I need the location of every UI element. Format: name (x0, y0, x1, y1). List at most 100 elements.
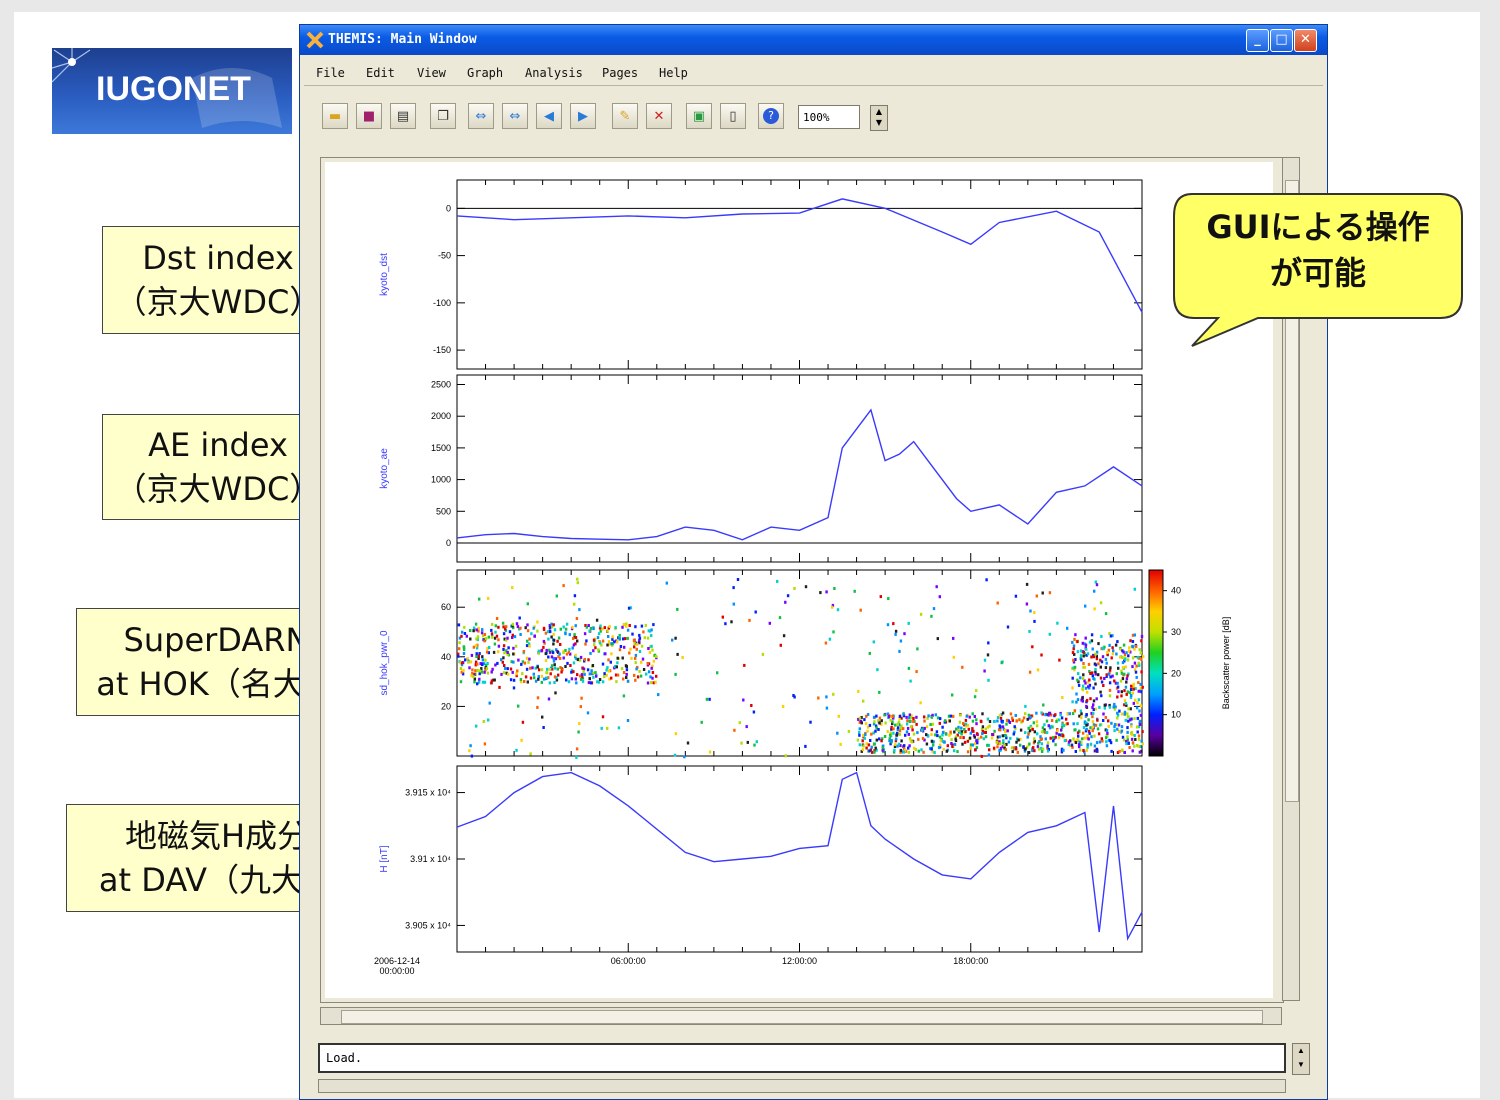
heatmap-cell (1079, 709, 1083, 713)
heatmap-cell (591, 664, 595, 667)
horizontal-scrollbar[interactable] (320, 1007, 1282, 1025)
heatmap-cell (603, 672, 606, 676)
heatmap-cell (1117, 666, 1120, 670)
heatmap-cell (1023, 749, 1027, 753)
status-console[interactable]: Load. (318, 1043, 1286, 1073)
heatmap-cell (932, 607, 936, 611)
heatmap-cell (1138, 721, 1141, 725)
minimize-button[interactable]: _ (1246, 29, 1269, 52)
heatmap-cell (629, 606, 633, 610)
shrink-icon[interactable]: ⇔ (502, 103, 528, 129)
blank-page-icon[interactable]: ▯ (720, 103, 746, 129)
heatmap-cell (894, 739, 898, 743)
vertical-scroll-thumb[interactable] (1285, 180, 1299, 802)
heatmap-cell (966, 739, 970, 743)
menu-analysis[interactable]: Analysis (525, 66, 583, 80)
heatmap-cell (512, 660, 515, 664)
heatmap-cell (576, 577, 579, 581)
heatmap-cell (572, 636, 575, 640)
vertical-scrollbar[interactable] (1282, 157, 1300, 1001)
heatmap-cell (547, 697, 551, 701)
heatmap-cell (900, 716, 903, 720)
zoom-stepper[interactable]: ▲ ▼ (870, 105, 888, 131)
heatmap-cell (871, 750, 874, 754)
print-icon[interactable]: ▤ (390, 103, 416, 129)
menu-pages[interactable]: Pages (602, 66, 639, 80)
menu-file[interactable]: File (316, 66, 345, 80)
heatmap-cell (964, 722, 968, 726)
menu-help[interactable]: Help (659, 66, 688, 80)
heatmap-cell (868, 749, 871, 753)
menu-graph[interactable]: Graph (467, 66, 504, 80)
heatmap-cell (832, 630, 835, 634)
heatmap-cell (879, 595, 882, 599)
horizontal-scroll-thumb[interactable] (341, 1010, 1263, 1024)
forward-arrow-icon[interactable]: ▶ (570, 103, 596, 129)
heatmap-cell (1096, 718, 1099, 722)
help-icon[interactable]: ? (758, 103, 784, 129)
heatmap-cell (898, 714, 902, 718)
heatmap-cell (956, 733, 959, 737)
notes-icon[interactable]: ✎ (612, 103, 638, 129)
status-scroll-stepper[interactable]: ▲ ▼ (1292, 1043, 1310, 1075)
heatmap-cell (484, 658, 487, 662)
heatmap-cell (566, 661, 569, 665)
heatmap-cell (1092, 703, 1095, 707)
heatmap-cell (895, 737, 898, 741)
heatmap-cell (935, 585, 938, 589)
heatmap-cell (1115, 672, 1118, 676)
heatmap-cell (1071, 651, 1075, 655)
heatmap-cell (959, 736, 962, 739)
heatmap-cell (779, 643, 782, 647)
heatmap-cell (894, 723, 897, 727)
heatmap-cell (604, 652, 607, 656)
copy-icon[interactable]: ❐ (430, 103, 456, 129)
heatmap-cell (1094, 652, 1097, 656)
back-arrow-icon[interactable]: ◀ (536, 103, 562, 129)
heatmap-cell (1100, 680, 1104, 684)
close-button[interactable]: ✕ (1294, 29, 1317, 52)
heatmap-cell (488, 701, 491, 705)
heatmap-cell (1015, 747, 1018, 751)
heatmap-cell (1086, 734, 1089, 738)
heatmap-cell (1039, 738, 1042, 741)
heatmap-cell (622, 671, 626, 674)
heatmap-cell (930, 747, 933, 751)
status-horizontal-scrollbar[interactable] (318, 1079, 1286, 1093)
menu-view[interactable]: View (417, 66, 446, 80)
heatmap-cell (542, 639, 546, 643)
heatmap-cell (550, 664, 554, 668)
heatmap-cell (1118, 709, 1121, 713)
heatmap-cell (867, 743, 871, 747)
heatmap-cell (934, 713, 937, 717)
layout-icon[interactable]: ▣ (686, 103, 712, 129)
heatmap-cell (525, 667, 529, 671)
heatmap-cell (909, 739, 912, 743)
expand-icon[interactable]: ⇔ (468, 103, 494, 129)
window-titlebar[interactable]: THEMIS: Main Window _ □ ✕ (300, 25, 1327, 55)
open-folder-icon[interactable]: ▬ (322, 103, 348, 129)
heatmap-cell (476, 682, 479, 686)
heatmap-cell (625, 676, 628, 679)
heatmap-cell (1126, 712, 1129, 716)
heatmap-cell (900, 739, 903, 743)
heatmap-cell (1114, 681, 1118, 685)
heatmap-cell (1059, 713, 1062, 717)
heatmap-cell (1130, 717, 1133, 721)
heatmap-cell (1116, 713, 1120, 717)
plot-canvas[interactable]: 0 -50 -100 -150 kyoto_dst 2500 2000 1500 1000 500… (325, 162, 1273, 998)
delete-icon[interactable]: ✕ (646, 103, 672, 129)
zoom-input[interactable]: 100% (798, 105, 860, 129)
heatmap-cell (912, 732, 916, 736)
maximize-button[interactable]: □ (1270, 29, 1293, 52)
heatmap-cell (1081, 696, 1084, 700)
heatmap-cell (948, 719, 951, 723)
menu-edit[interactable]: Edit (366, 66, 395, 80)
heatmap-cell (1120, 671, 1124, 675)
heatmap-cell (935, 730, 939, 734)
heatmap-cell (652, 623, 655, 627)
heatmap-cell (1103, 677, 1106, 680)
save-icon[interactable]: ■ (356, 103, 382, 129)
heatmap-cell (1090, 633, 1094, 637)
